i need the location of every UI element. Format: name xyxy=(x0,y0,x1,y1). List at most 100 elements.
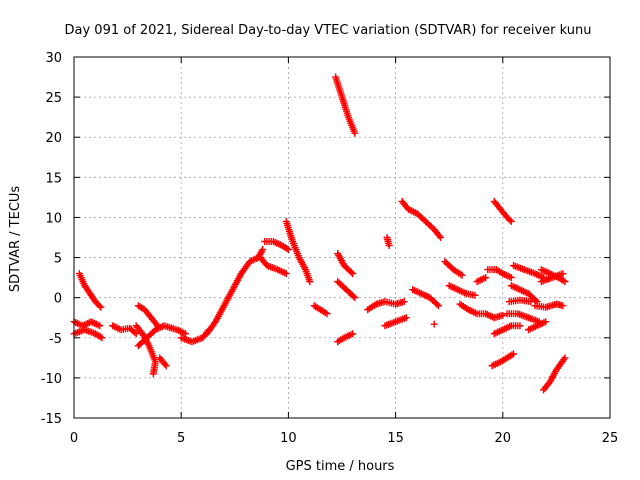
data-point xyxy=(482,274,490,282)
series-arc-01 xyxy=(75,270,105,311)
data-points xyxy=(70,73,569,394)
data-point xyxy=(258,247,266,255)
series-arc-21 xyxy=(383,234,393,250)
series-arc-19 xyxy=(364,298,408,314)
y-tick-label: 10 xyxy=(45,211,62,226)
data-point xyxy=(559,302,567,310)
data-point xyxy=(306,278,314,286)
data-point xyxy=(508,351,516,359)
data-point xyxy=(161,360,169,368)
data-point xyxy=(561,354,569,362)
series-arc-33 xyxy=(503,310,543,326)
data-point xyxy=(321,309,329,317)
series-arc-15 xyxy=(332,73,359,137)
x-tick-label: 0 xyxy=(70,431,78,446)
series-arc-40 xyxy=(537,270,567,286)
series-arc-17 xyxy=(334,278,359,302)
data-point xyxy=(152,320,160,328)
x-tick-label: 25 xyxy=(602,431,619,446)
data-point xyxy=(559,270,567,278)
series-arc-18 xyxy=(334,330,357,346)
data-point xyxy=(402,314,410,322)
series-arc-08 xyxy=(156,354,170,370)
series-arc-28 xyxy=(473,274,490,286)
data-point xyxy=(430,320,438,328)
data-point xyxy=(162,362,170,370)
data-point xyxy=(527,298,535,306)
series-arc-20 xyxy=(381,314,410,330)
data-point xyxy=(282,270,290,278)
y-tick-label: -10 xyxy=(41,372,62,387)
data-point xyxy=(181,330,189,338)
series-arc-14 xyxy=(310,302,331,318)
data-point xyxy=(400,298,408,306)
series-arc-23 xyxy=(409,286,442,310)
series-arc-06 xyxy=(132,322,159,378)
data-point xyxy=(516,322,524,330)
data-point xyxy=(349,330,357,338)
data-point xyxy=(437,234,445,241)
y-tick-label: 20 xyxy=(45,131,62,146)
data-point xyxy=(349,292,357,300)
data-point xyxy=(283,245,291,253)
data-point xyxy=(323,310,331,318)
series-arc-13 xyxy=(282,217,314,286)
data-point xyxy=(507,217,515,225)
data-point xyxy=(259,246,267,254)
series-arc-04 xyxy=(109,322,140,338)
series-arc-03 xyxy=(70,326,106,342)
data-point xyxy=(510,350,518,358)
y-tick-label: 5 xyxy=(54,252,62,267)
data-point xyxy=(351,129,359,137)
data-point xyxy=(95,302,103,310)
series-arc-26 xyxy=(445,282,479,299)
series-arc-10 xyxy=(203,246,267,338)
series-arc-32 xyxy=(490,322,524,338)
series-arc-11 xyxy=(257,254,290,278)
data-point xyxy=(499,311,507,319)
series-arc-29 xyxy=(484,266,515,282)
data-point xyxy=(532,296,540,304)
series-arc-07 xyxy=(134,322,189,350)
data-point xyxy=(96,322,104,330)
series-arc-37 xyxy=(525,318,550,334)
series-arc-35 xyxy=(507,282,541,306)
data-point xyxy=(385,242,393,250)
axis-ticks: 0 5 10 15 20 25 -15 -10 -5 0 5 10 15 20 25 30 xyxy=(41,51,619,446)
x-axis-label: GPS time / hours xyxy=(286,459,395,474)
series-arc-22 xyxy=(398,197,445,241)
data-point xyxy=(149,370,157,378)
series-arc-25 xyxy=(441,258,466,279)
data-point xyxy=(98,334,106,342)
data-point xyxy=(97,303,105,311)
y-axis-label: SDTVAR / TECUs xyxy=(8,186,23,293)
series-arc-05 xyxy=(134,302,162,330)
series-arc-34 xyxy=(505,296,535,306)
data-point xyxy=(471,291,479,299)
series-arc-12 xyxy=(261,238,292,254)
data-point xyxy=(433,300,441,308)
x-tick-label: 10 xyxy=(280,431,297,446)
y-tick-label: -5 xyxy=(49,332,62,347)
data-point xyxy=(435,232,443,240)
data-point xyxy=(284,246,292,254)
data-point xyxy=(347,268,355,276)
chart-title: Day 091 of 2021, Sidereal Day-to-day VTE… xyxy=(65,23,592,38)
y-tick-label: 0 xyxy=(54,292,62,307)
x-tick-label: 15 xyxy=(387,431,404,446)
data-point xyxy=(131,328,139,336)
y-tick-label: -15 xyxy=(41,412,62,427)
grid xyxy=(74,57,610,418)
y-tick-label: 30 xyxy=(45,51,62,66)
series-arc-41 xyxy=(540,354,569,394)
series-arc-27 xyxy=(456,300,507,322)
data-point xyxy=(132,330,140,338)
x-tick-label: 20 xyxy=(495,431,512,446)
plot-frame xyxy=(73,56,611,419)
data-point xyxy=(559,277,567,285)
series-arc-30 xyxy=(490,197,515,225)
data-point xyxy=(434,302,442,310)
data-point xyxy=(542,318,550,326)
x-tick-label: 5 xyxy=(177,431,185,446)
